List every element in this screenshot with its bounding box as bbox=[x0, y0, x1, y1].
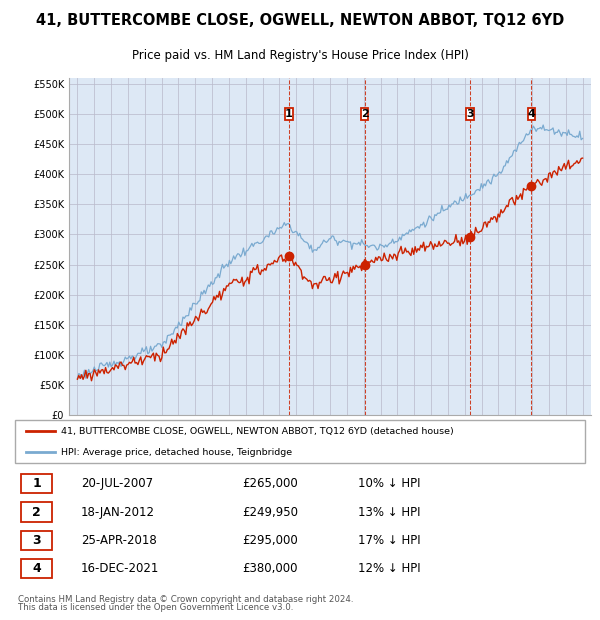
Bar bbox=[285, 108, 293, 120]
Text: £249,950: £249,950 bbox=[242, 506, 298, 519]
Text: 25-APR-2018: 25-APR-2018 bbox=[81, 534, 157, 547]
Text: This data is licensed under the Open Government Licence v3.0.: This data is licensed under the Open Gov… bbox=[18, 603, 293, 611]
Text: 4: 4 bbox=[32, 562, 41, 575]
Bar bbox=[527, 108, 535, 120]
Text: 2: 2 bbox=[32, 506, 41, 519]
FancyBboxPatch shape bbox=[20, 474, 52, 494]
Text: 16-DEC-2021: 16-DEC-2021 bbox=[81, 562, 160, 575]
Text: Price paid vs. HM Land Registry's House Price Index (HPI): Price paid vs. HM Land Registry's House … bbox=[131, 50, 469, 63]
Text: 18-JAN-2012: 18-JAN-2012 bbox=[81, 506, 155, 519]
Text: 1: 1 bbox=[32, 477, 41, 490]
Text: HPI: Average price, detached house, Teignbridge: HPI: Average price, detached house, Teig… bbox=[61, 448, 292, 457]
Text: 3: 3 bbox=[466, 108, 474, 118]
Text: 13% ↓ HPI: 13% ↓ HPI bbox=[358, 506, 420, 519]
Bar bbox=[466, 108, 474, 120]
Text: 20-JUL-2007: 20-JUL-2007 bbox=[81, 477, 153, 490]
Text: 41, BUTTERCOMBE CLOSE, OGWELL, NEWTON ABBOT, TQ12 6YD: 41, BUTTERCOMBE CLOSE, OGWELL, NEWTON AB… bbox=[36, 14, 564, 29]
Text: £265,000: £265,000 bbox=[242, 477, 298, 490]
FancyBboxPatch shape bbox=[20, 502, 52, 522]
Text: 41, BUTTERCOMBE CLOSE, OGWELL, NEWTON ABBOT, TQ12 6YD (detached house): 41, BUTTERCOMBE CLOSE, OGWELL, NEWTON AB… bbox=[61, 427, 454, 436]
Text: 17% ↓ HPI: 17% ↓ HPI bbox=[358, 534, 420, 547]
Text: 4: 4 bbox=[527, 108, 535, 118]
Text: Contains HM Land Registry data © Crown copyright and database right 2024.: Contains HM Land Registry data © Crown c… bbox=[18, 595, 353, 604]
Text: 3: 3 bbox=[32, 534, 41, 547]
Text: 12% ↓ HPI: 12% ↓ HPI bbox=[358, 562, 420, 575]
FancyBboxPatch shape bbox=[20, 531, 52, 550]
Text: 2: 2 bbox=[361, 108, 368, 118]
Text: 1: 1 bbox=[285, 108, 293, 118]
Text: £380,000: £380,000 bbox=[242, 562, 298, 575]
FancyBboxPatch shape bbox=[15, 420, 584, 463]
FancyBboxPatch shape bbox=[20, 559, 52, 578]
Text: 10% ↓ HPI: 10% ↓ HPI bbox=[358, 477, 420, 490]
Bar bbox=[361, 108, 368, 120]
Text: £295,000: £295,000 bbox=[242, 534, 298, 547]
